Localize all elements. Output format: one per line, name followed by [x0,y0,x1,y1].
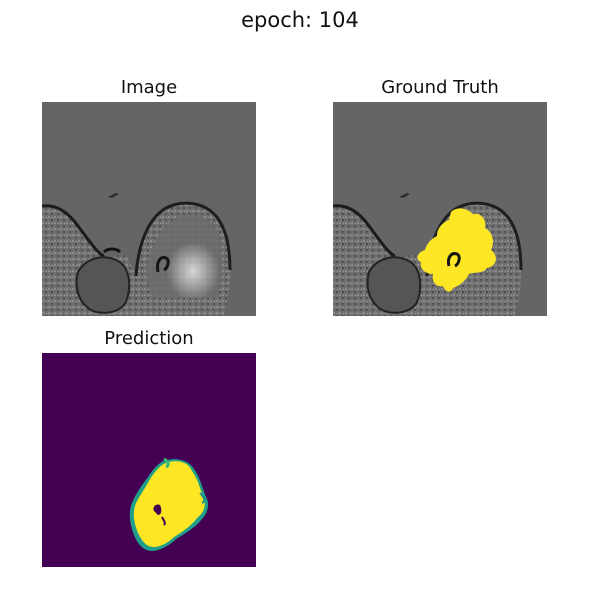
ground-truth-panel-title: Ground Truth [381,77,499,98]
ground-truth-image [333,102,547,316]
prediction-panel [42,353,256,567]
prediction-mask [133,461,205,547]
prediction-panel-title: Prediction [104,328,194,349]
figure-title: epoch: 104 [241,8,359,32]
image-panel-title: Image [120,77,178,98]
mri-image [42,102,256,316]
ground-truth-panel [333,102,547,316]
prediction-image [42,353,256,567]
ground-truth-mask [417,208,496,292]
mri-image-panel [42,102,256,316]
